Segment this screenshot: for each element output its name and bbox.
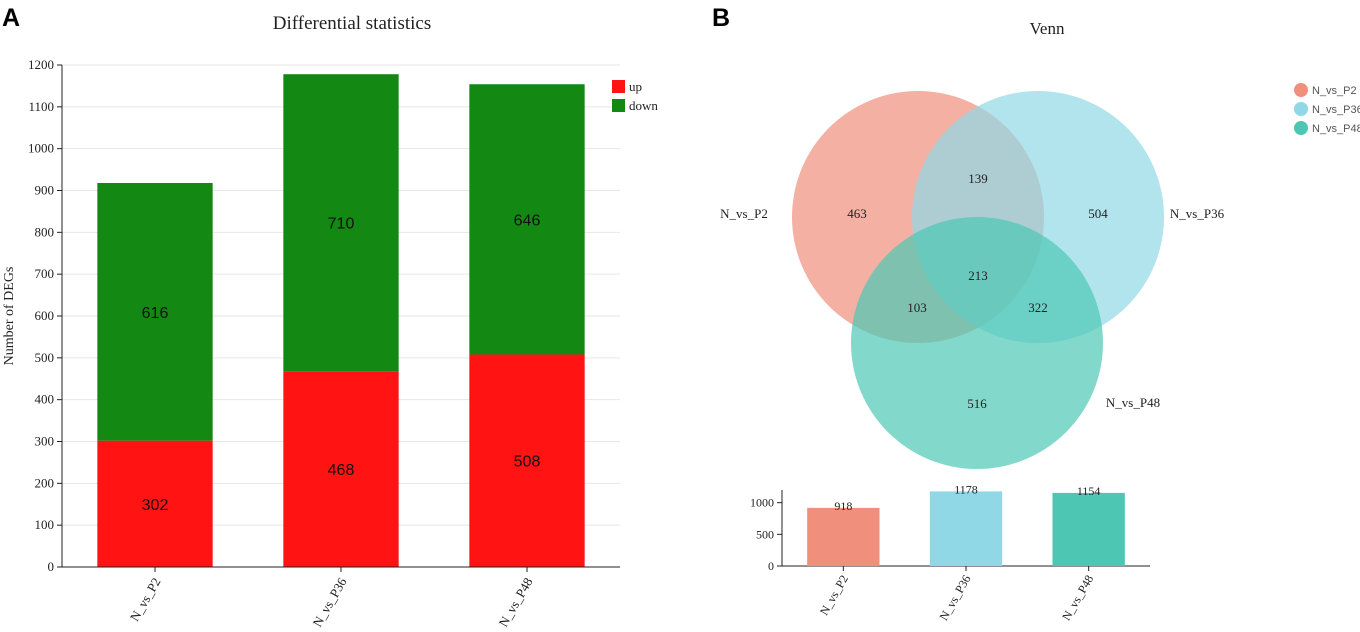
panel-a-x-tick-label: N_vs_P48	[496, 575, 536, 629]
panel-a-y-tick-label: 200	[35, 475, 55, 490]
panel-a-y-tick-label: 800	[35, 224, 55, 239]
panel-a-title: Differential statistics	[273, 13, 431, 34]
panel-b-legend-marker	[1294, 83, 1308, 97]
panel-a-bar-value-label: 468	[328, 462, 355, 479]
panel-a-bar-down	[97, 182, 213, 441]
panel-b-letter: B	[712, 4, 730, 32]
venn-region-count-only_P48: 516	[967, 396, 987, 411]
venn-set-label: N_vs_P48	[1106, 395, 1160, 410]
panel-b-bar-value-label: 918	[834, 499, 852, 513]
panel-b-legend-label: N_vs_P48	[1312, 123, 1360, 135]
panel-a-bar-up	[283, 371, 399, 567]
panel-b-x-tick-label: N_vs_P36	[936, 573, 973, 623]
panel-a-bar-value-label: 302	[142, 497, 169, 514]
panel-a-y-tick-label: 400	[35, 392, 55, 407]
panel-b-legend-marker	[1294, 121, 1308, 135]
panel-a-bar-value-label: 710	[328, 216, 355, 233]
panel-b-y-tick-label: 0	[768, 559, 774, 573]
panel-b-bar	[929, 491, 1003, 566]
panel-b-legend: N_vs_P2 N_vs_P36 N_vs_P48	[1294, 83, 1360, 135]
panel-a-y-tick-label: 0	[48, 559, 55, 574]
panel-b-x-tick-label: N_vs_P2	[817, 573, 851, 618]
venn-region-count-only_P2: 463	[847, 206, 867, 221]
panel-a-y-tick-label: 1200	[28, 57, 54, 72]
panel-b-bar-value-label: 1178	[954, 482, 978, 496]
panel-b-legend-marker	[1294, 102, 1308, 116]
panel-a-y-tick-label: 1100	[28, 99, 54, 114]
panel-a-bar-down	[469, 84, 585, 355]
panel-b-legend-label: N_vs_P36	[1312, 104, 1360, 116]
venn-circle-N_vs_P48	[851, 217, 1103, 469]
panel-a-y-tick-label: 300	[35, 434, 55, 449]
panel-a-bar-down	[283, 74, 399, 372]
venn-region-count-P2_P36: 139	[968, 171, 988, 186]
panel-a-bar-value-label: 616	[142, 305, 169, 322]
panel-a-bar-value-label: 508	[514, 454, 541, 471]
panel-a-ylabel: Number of DEGs	[2, 267, 17, 366]
panel-a-bars: 302 616 468 710 508 646	[97, 74, 585, 567]
panel-a-y-tick-label: 1000	[28, 141, 54, 156]
panel-a-y-tick-label: 900	[35, 183, 55, 198]
panel-a-x-tick-label: N_vs_P36	[310, 575, 350, 630]
panel-a-legend: up down	[612, 79, 658, 113]
venn-set-label: N_vs_P36	[1170, 206, 1225, 221]
panel-a-y-tick-label: 500	[35, 350, 55, 365]
panel-b-x-tick-label: N_vs_P48	[1059, 573, 1096, 623]
panel-b-legend-label: N_vs_P2	[1312, 85, 1357, 97]
venn-set-label: N_vs_P2	[720, 206, 768, 221]
panel-a-bar-up	[469, 354, 585, 567]
panel-b-title: Venn	[1030, 19, 1065, 38]
venn-region-count-P2_P48: 103	[907, 300, 927, 315]
panel-a-x-axis: N_vs_P2 N_vs_P36 N_vs_P48	[62, 566, 620, 630]
panel-a-y-axis: 0 100 200 300 400 500 600 700 800 900 1000 1100 1200	[28, 57, 63, 574]
panel-b-bar	[1052, 492, 1125, 566]
panel-b-y-tick-label: 500	[756, 527, 774, 541]
panel-b-bar-value-label: 1154	[1077, 484, 1101, 498]
panel-b-bar	[807, 507, 880, 566]
panel-a-legend-swatch-down	[612, 99, 625, 112]
venn-region-count-P36_P48: 322	[1028, 300, 1048, 315]
panel-b-set-size-bars: 0 500 1000 918 N_vs_P2 1178 N_vs_P36 1154 N_vs_P…	[750, 482, 1150, 623]
panel-a-y-tick-label: 700	[35, 266, 55, 281]
panel-b-y-tick-label: 1000	[750, 496, 774, 510]
panel-a-x-tick-label: N_vs_P2	[127, 575, 164, 624]
panel-a-legend-label-up: up	[629, 79, 642, 94]
panel-a-y-tick-label: 600	[35, 308, 55, 323]
panel-a-legend-label-down: down	[629, 98, 658, 113]
venn-region-count-only_P36: 504	[1088, 206, 1108, 221]
panel-a-bar-up	[97, 440, 213, 567]
panel-a-legend-swatch-up	[612, 80, 625, 93]
panel-a-bar-value-label: 646	[514, 212, 541, 229]
venn-region-count-all: 213	[968, 268, 988, 283]
panel-a-letter: A	[2, 4, 20, 32]
panel-b-venn-diagram: N_vs_P2 N_vs_P36 N_vs_P48 463 504 516 139 103 32…	[720, 91, 1225, 469]
panel-a-y-tick-label: 100	[35, 517, 55, 532]
